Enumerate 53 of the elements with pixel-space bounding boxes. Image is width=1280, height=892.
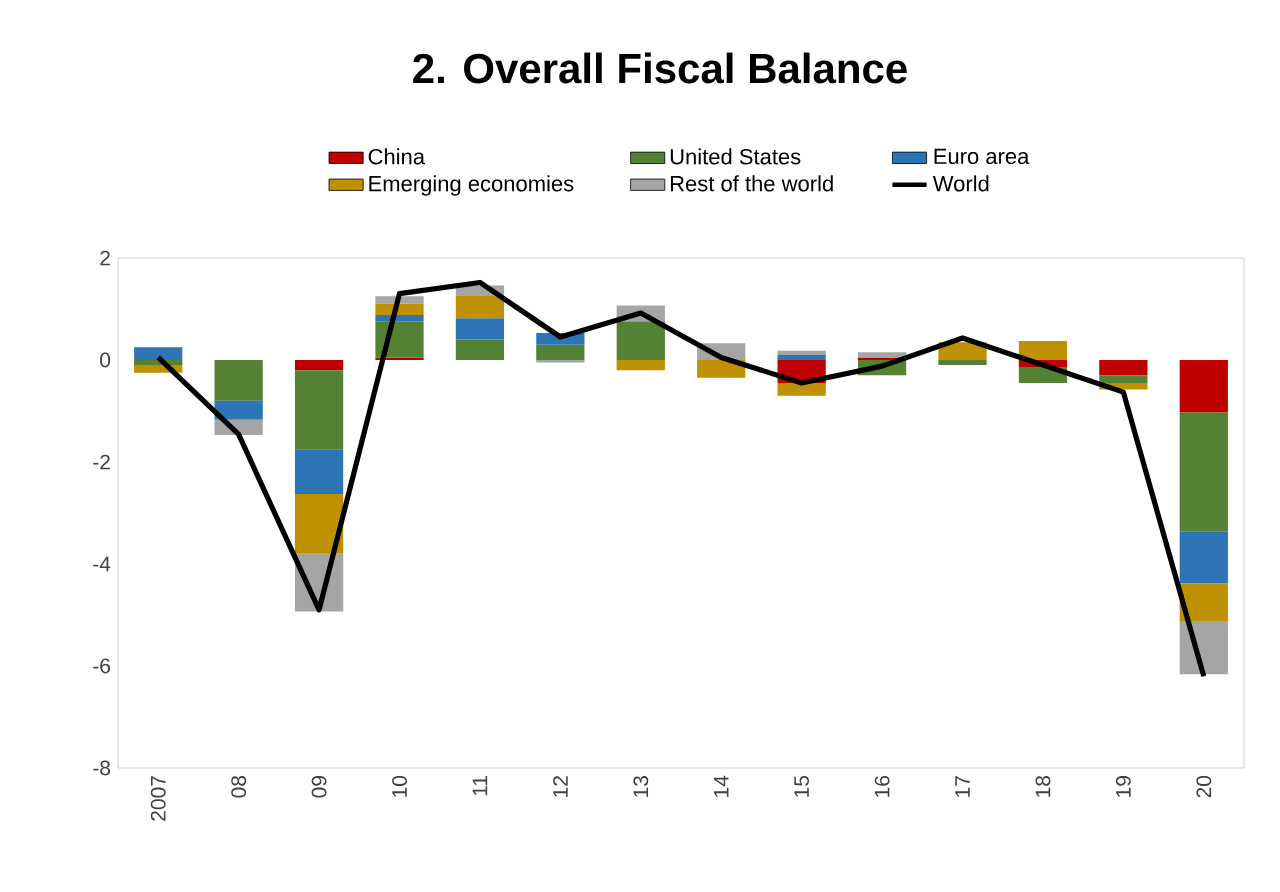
bar: [214, 359, 263, 401]
bar: [1179, 359, 1228, 413]
legend-label: United States: [670, 148, 801, 165]
x-tick-label: 2007: [150, 776, 166, 821]
legend-label: Euro area: [934, 148, 1030, 165]
legend-label: Rest of the world: [670, 175, 833, 192]
x-tick-label: 08: [231, 775, 247, 798]
y-tick-label: -4: [93, 556, 111, 572]
x-tick-label: 15: [794, 775, 809, 797]
x-tick-label: 17: [955, 776, 970, 797]
x-tick-label: 10: [392, 775, 407, 797]
legend-label: China: [368, 148, 426, 165]
x-tick-label: 18: [1035, 775, 1051, 797]
bar: [777, 350, 826, 355]
x-tick-label: 19: [1115, 776, 1131, 797]
x-tick-label: 12: [553, 776, 568, 797]
bar: [294, 449, 344, 495]
bar: [1099, 359, 1148, 376]
bar: [1099, 375, 1148, 383]
bar: [455, 318, 505, 340]
bar: [938, 359, 987, 366]
x-tick-label: 16: [874, 775, 890, 797]
bar: [1179, 583, 1228, 622]
bar: [857, 352, 907, 358]
y-tick-label: -6: [93, 658, 111, 674]
bar: [777, 382, 826, 396]
legend-label: World: [932, 175, 989, 192]
bar: [616, 321, 665, 360]
y-tick-label: 2: [100, 250, 110, 266]
bar: [536, 344, 585, 360]
x-tick-label: 13: [633, 775, 649, 797]
x-tick-label: 14: [714, 775, 729, 797]
x-tick-label: 11: [472, 776, 488, 796]
bar: [1018, 341, 1068, 360]
bar: [1179, 412, 1228, 532]
bar: [1179, 531, 1228, 584]
y-tick-label: -2: [93, 454, 110, 470]
y-tick-label: -8: [93, 760, 111, 776]
bar: [294, 494, 344, 554]
bar: [616, 359, 665, 371]
legend-label: Emerging economies: [369, 175, 574, 196]
y-tick-label: 0: [100, 352, 111, 368]
bar: [134, 347, 183, 360]
bar: [536, 359, 585, 363]
bar: [455, 339, 505, 360]
x-tick-label: 09: [311, 776, 327, 798]
x-tick-label: 20: [1196, 775, 1212, 798]
bar: [294, 370, 344, 450]
chart-title: 2. Overall Fiscal Balance: [413, 52, 907, 84]
bar: [455, 295, 505, 319]
bar: [777, 354, 826, 360]
bar: [214, 400, 263, 420]
bar: [294, 359, 344, 371]
